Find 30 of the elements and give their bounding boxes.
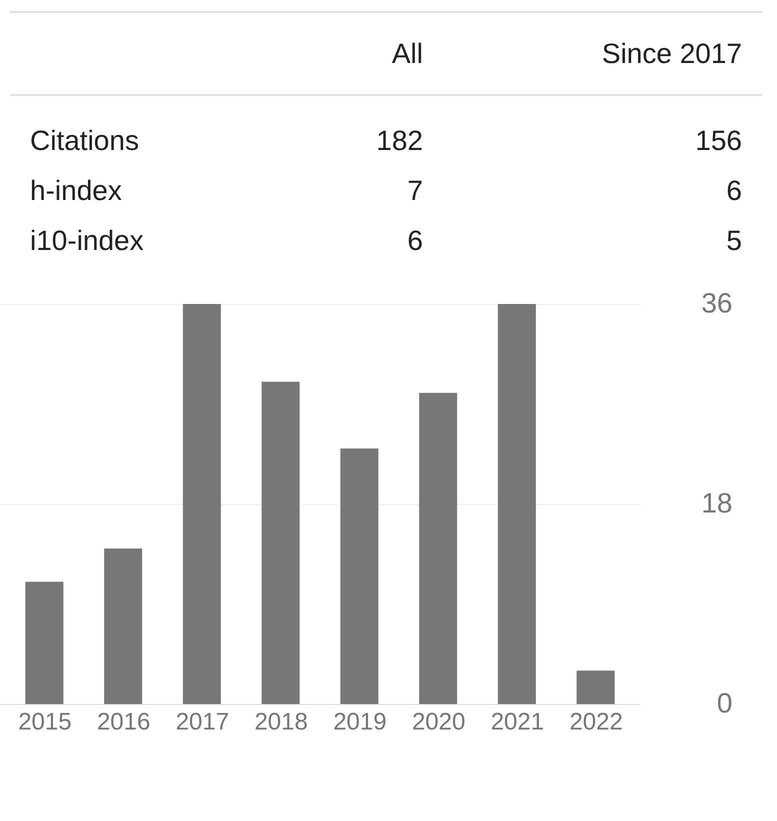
text: 5 [726,225,742,256]
bar [340,448,378,704]
bar [576,670,615,704]
bar [419,392,458,704]
x-tick-label: 2017 [176,708,230,736]
text: Citations [30,125,139,156]
text: i10-index [30,225,144,256]
x-tick-label: 2021 [490,708,544,736]
y-tick-label: 18 [701,488,732,518]
text: h-index [30,175,122,206]
text: 6 [407,225,423,256]
x-tick-label: 2016 [96,708,150,736]
text: 6 [726,175,742,206]
x-tick-label: 2022 [569,708,623,736]
x-tick-label: 2015 [18,708,72,736]
bar [182,304,221,704]
bar [25,582,64,704]
y-tick-label: 0 [716,688,732,718]
x-tick-label: 2018 [254,708,308,736]
text: Since 2017 [602,38,742,69]
bar [104,548,142,704]
y-tick-label: 36 [701,288,732,318]
text: 156 [695,125,742,156]
text: 182 [376,125,423,156]
text: 7 [407,175,423,206]
x-tick-label: 2019 [333,708,387,736]
x-tick-label: 2020 [412,708,466,736]
bar [498,304,536,704]
bar [262,382,300,704]
text: All [392,38,423,69]
